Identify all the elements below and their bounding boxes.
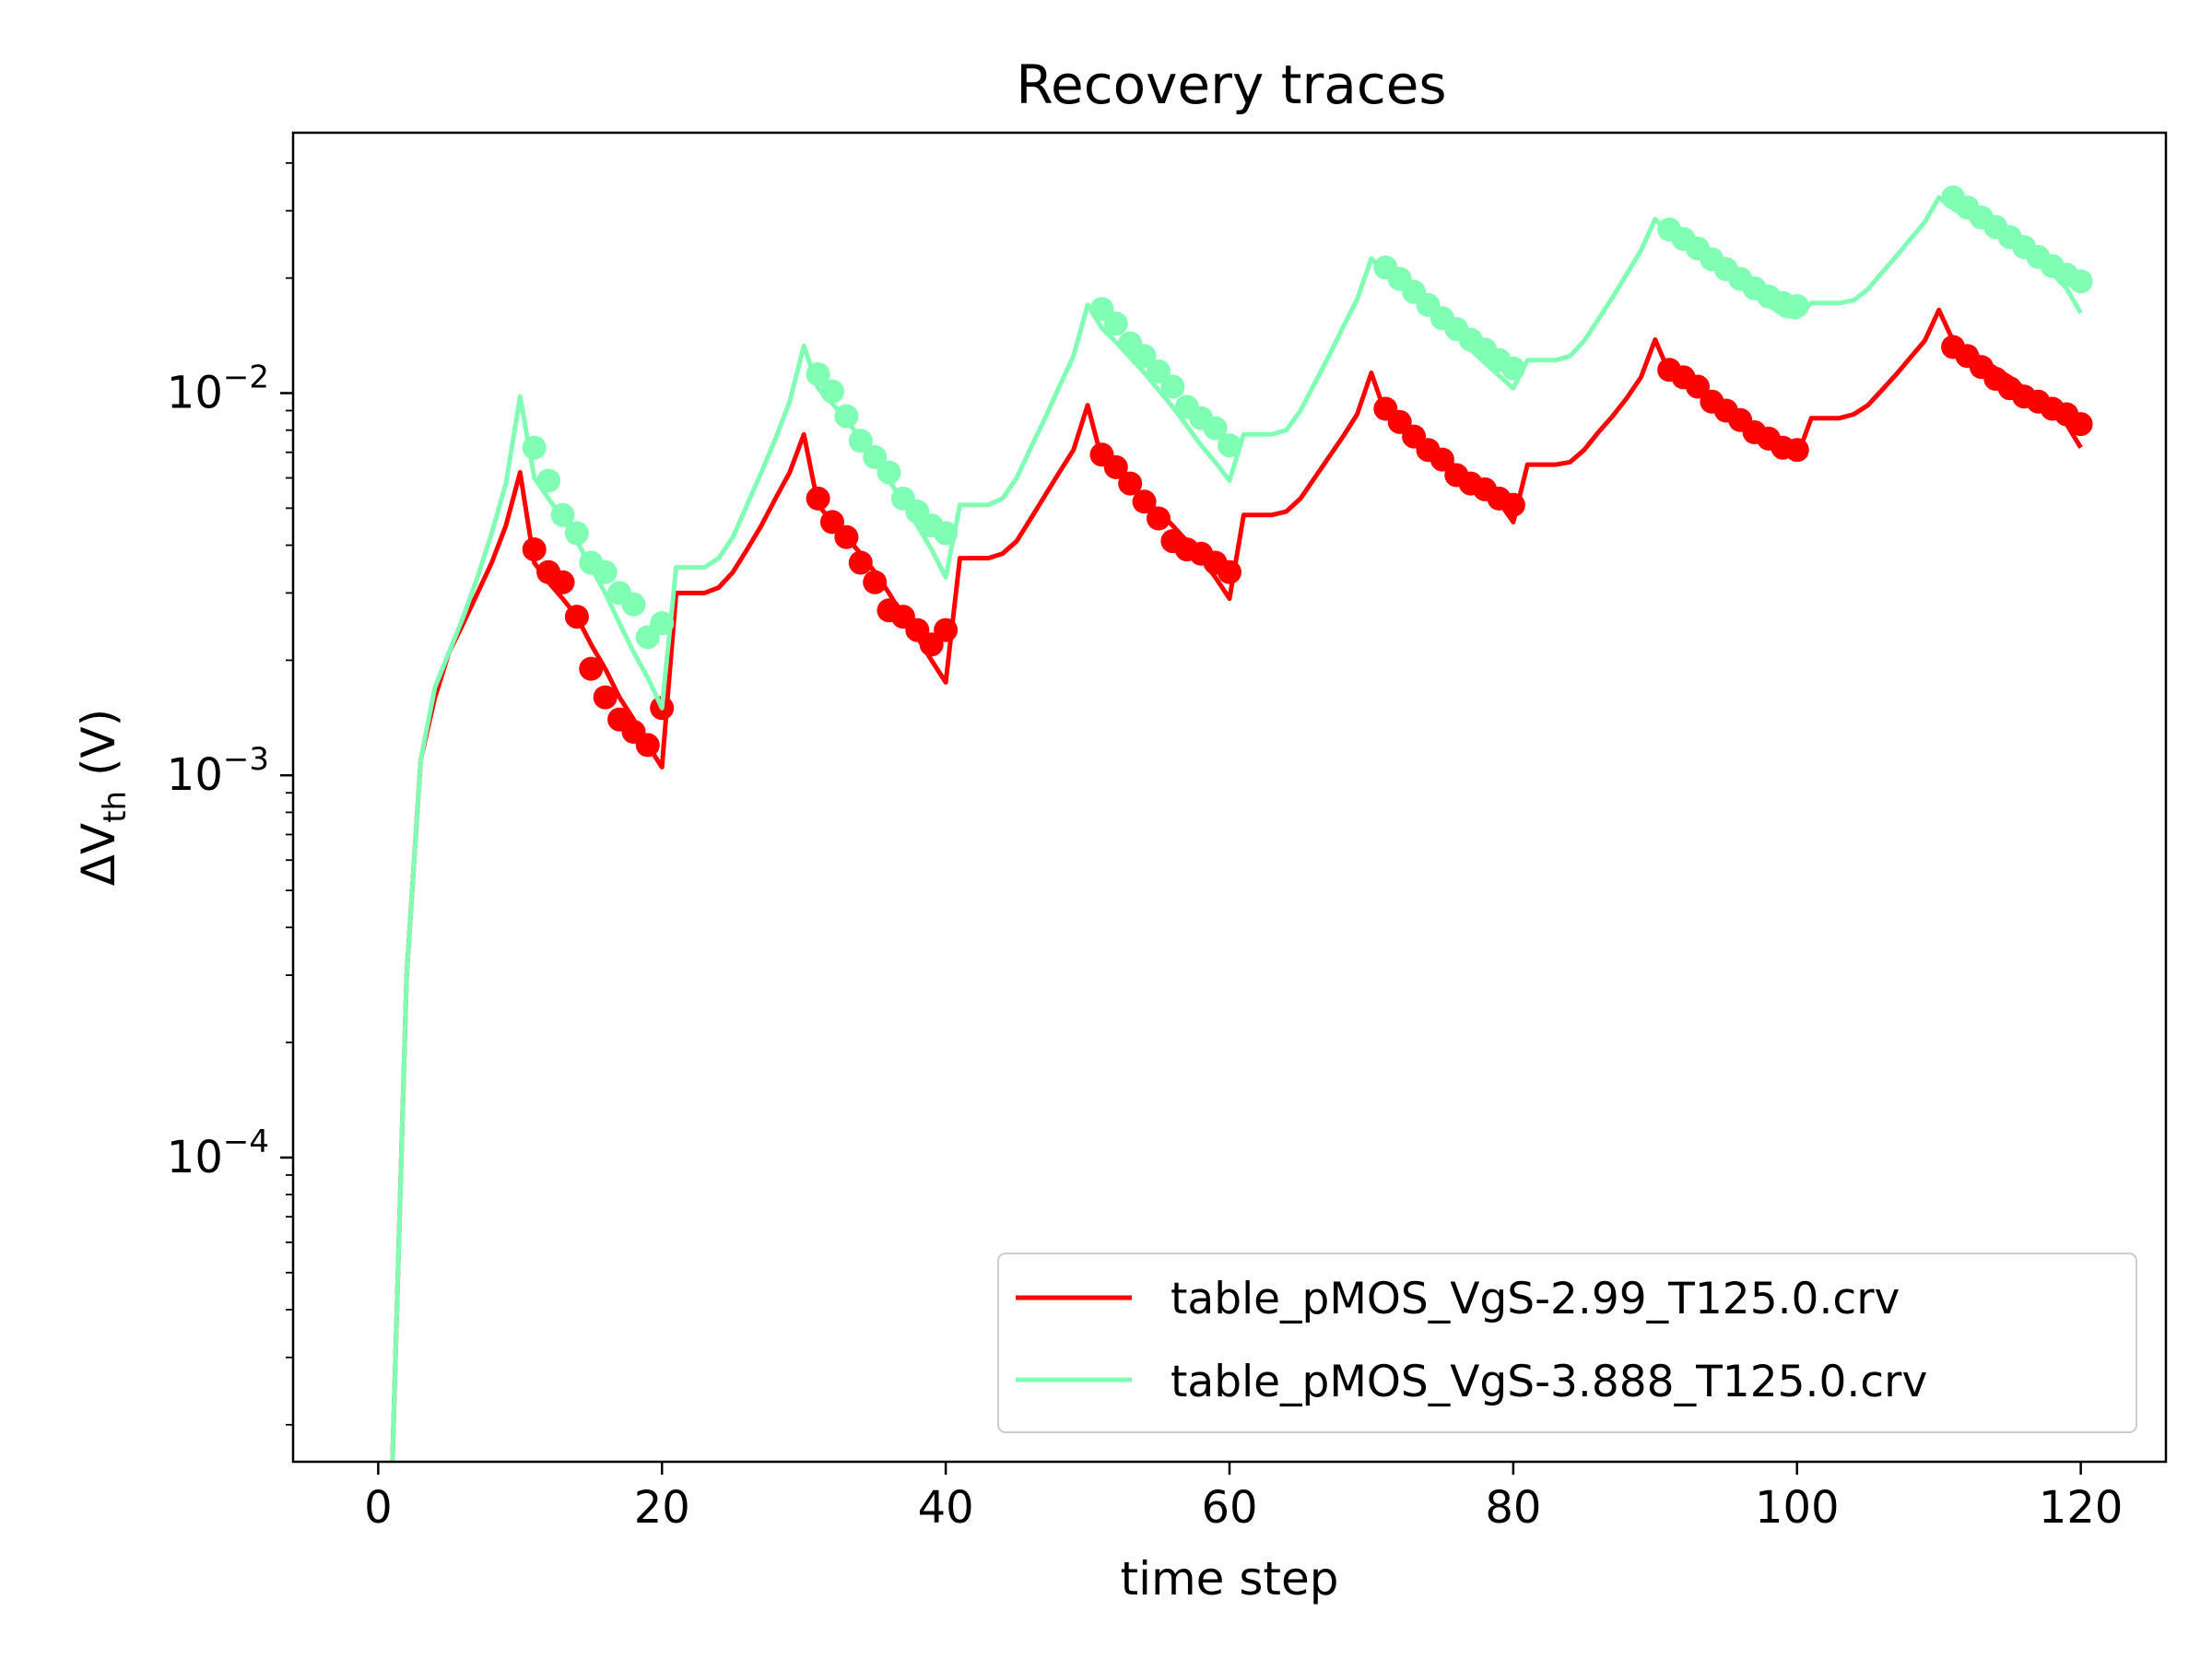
series-2-point — [564, 521, 589, 546]
series-2-point — [820, 379, 844, 404]
series-2-point — [1784, 294, 1809, 318]
series-1-point — [564, 605, 589, 629]
series-2-point — [1132, 344, 1157, 369]
series-1-point — [1218, 559, 1241, 584]
series-1-point — [2068, 412, 2093, 437]
series-2-point — [834, 404, 859, 429]
y-tick-label: 10−4 — [167, 1124, 269, 1183]
series-1-point — [1103, 454, 1128, 479]
series-2-point — [650, 611, 675, 636]
series-2-point — [593, 559, 618, 584]
series-1-point — [1118, 471, 1143, 496]
x-axis-label: time step — [1120, 1552, 1338, 1606]
series-2-point — [1103, 312, 1128, 336]
series-1-point — [550, 570, 575, 594]
series-1-point — [1686, 374, 1710, 399]
y-axis-label-subscript: th — [97, 791, 134, 823]
series-2-point — [536, 468, 561, 493]
x-tick-label: 20 — [634, 1482, 690, 1534]
series-1-point — [635, 733, 660, 758]
y-axis-label: ΔVth (V) — [72, 709, 134, 886]
series-1-point — [806, 486, 830, 511]
x-tick-label: 0 — [364, 1482, 393, 1534]
series-1-point — [1784, 438, 1809, 463]
series-1-point — [820, 510, 844, 535]
series-1-point — [593, 685, 618, 710]
series-2-point — [1147, 359, 1171, 383]
y-tick-label: 10−2 — [167, 359, 269, 419]
series-2-point — [1203, 416, 1228, 441]
series-2-point — [1218, 433, 1241, 458]
x-tick-label: 100 — [1755, 1482, 1840, 1534]
y-axis: 10−4 10−3 10−2 — [167, 161, 293, 1426]
legend-label-series-1: table_pMOS_VgS-2.99_T125.0.crv — [1171, 1274, 1900, 1324]
series-1-point — [834, 524, 859, 549]
y-axis-label-suffix: (V) — [72, 709, 125, 791]
plot-area — [390, 185, 2093, 1462]
series-2-point — [848, 429, 873, 453]
x-tick-label: 120 — [2039, 1482, 2124, 1534]
y-tick-label: 10−3 — [167, 741, 269, 801]
y-axis-label-prefix: ΔV — [72, 823, 125, 886]
x-tick-label: 80 — [1485, 1482, 1541, 1534]
series-2-point — [1160, 374, 1185, 399]
series-2-point — [550, 502, 575, 527]
legend-frame — [997, 1253, 2137, 1433]
series-1-point — [863, 570, 888, 594]
series-1-point — [1147, 506, 1171, 531]
x-axis: 0 20 40 60 80 100 120 — [364, 1462, 2123, 1534]
series-1-point — [934, 618, 959, 642]
series-2-point — [806, 362, 830, 387]
chart-title: Recovery traces — [1016, 53, 1446, 116]
series-2-point — [2068, 269, 2093, 294]
series-2-point — [522, 435, 547, 460]
series-1-point — [1132, 489, 1157, 514]
series-1-point — [848, 550, 873, 575]
series-1-point — [1500, 492, 1525, 517]
legend: table_pMOS_VgS-2.99_T125.0.crv table_pMO… — [997, 1253, 2137, 1433]
series-2-point — [621, 592, 646, 617]
series-1-point — [1430, 447, 1454, 472]
series-2-point — [934, 521, 959, 546]
x-tick-label: 60 — [1201, 1482, 1257, 1534]
series-2-point — [863, 445, 888, 469]
series-2-point — [1500, 356, 1525, 381]
series-2-point — [877, 460, 901, 485]
series-1-point — [522, 537, 547, 562]
series-2 — [390, 185, 2093, 1462]
x-tick-label: 40 — [918, 1482, 974, 1534]
legend-label-series-2: table_pMOS_VgS-3.888_T125.0.crv — [1171, 1357, 1927, 1407]
series-1-point — [579, 656, 604, 681]
